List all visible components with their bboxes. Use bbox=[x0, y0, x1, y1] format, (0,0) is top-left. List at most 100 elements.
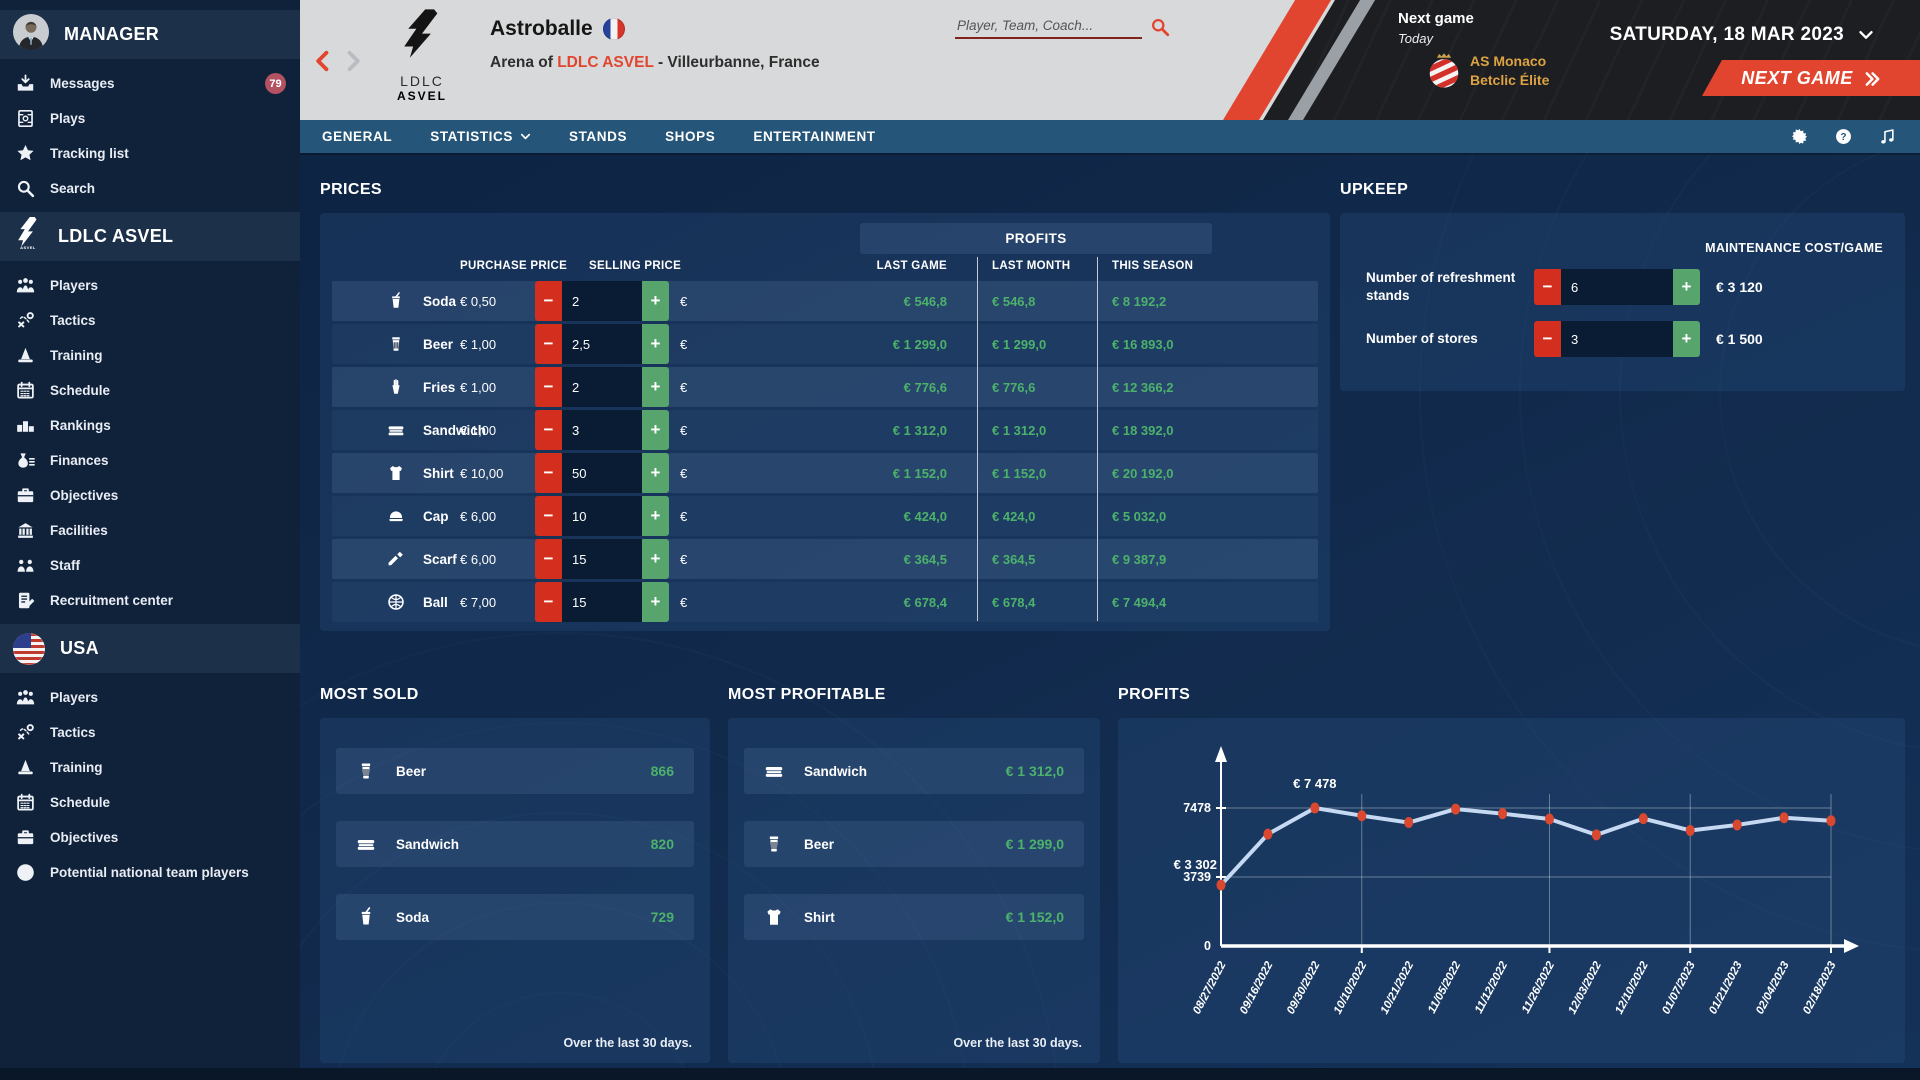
opponent-name[interactable]: AS Monaco bbox=[1470, 53, 1547, 69]
sidebar-item-rankings[interactable]: Rankings bbox=[0, 408, 300, 443]
selling-price-input[interactable]: 2,5 bbox=[562, 324, 642, 364]
svg-text:02/18/2023: 02/18/2023 bbox=[1801, 959, 1839, 1016]
sidebar-item-players[interactable]: Players bbox=[0, 680, 300, 715]
increase-price-button[interactable]: + bbox=[642, 582, 669, 622]
back-button[interactable] bbox=[312, 48, 334, 74]
search-input[interactable] bbox=[955, 14, 1142, 39]
sidebar-item-plays[interactable]: Plays bbox=[0, 101, 300, 136]
decrease-price-button[interactable]: − bbox=[535, 453, 562, 493]
most-sold-footer: Over the last 30 days. bbox=[563, 1036, 692, 1050]
current-date: SATURDAY, 18 MAR 2023 bbox=[1609, 24, 1844, 45]
sidebar-item-label: Objectives bbox=[50, 488, 119, 503]
sidebar-item-finances[interactable]: Finances bbox=[0, 443, 300, 478]
sidebar-item-players[interactable]: Players bbox=[0, 268, 300, 303]
decrease-count-button[interactable]: − bbox=[1534, 269, 1561, 305]
increase-price-button[interactable]: + bbox=[642, 496, 669, 536]
selling-price-input[interactable]: 50 bbox=[562, 453, 642, 493]
increase-price-button[interactable]: + bbox=[642, 281, 669, 321]
sidebar-manager-header[interactable]: MANAGER bbox=[0, 10, 300, 59]
sidebar-item-objectives[interactable]: Objectives bbox=[0, 478, 300, 513]
sidebar-item-tactics[interactable]: Tactics bbox=[0, 715, 300, 750]
sidebar-item-schedule[interactable]: Schedule bbox=[0, 373, 300, 408]
increase-price-button[interactable]: + bbox=[642, 324, 669, 364]
count-input[interactable]: 3 bbox=[1561, 321, 1673, 357]
forward-button[interactable] bbox=[342, 48, 364, 74]
svg-text:12/10/2022: 12/10/2022 bbox=[1613, 959, 1651, 1016]
price-row-soda: Soda € 0,50 −2 + € € 546,8 € 546,8 € 8 192,2 bbox=[332, 281, 1318, 321]
price-row-ball: Ball € 7,00 −15 + € € 678,4 € 678,4 € 7 494,4 bbox=[332, 582, 1318, 622]
increase-count-button[interactable]: + bbox=[1673, 321, 1700, 357]
list-item-beer: Beer € 1 299,0 bbox=[744, 821, 1084, 867]
sidebar-item-messages[interactable]: Messages 79 bbox=[0, 66, 300, 101]
search-icon[interactable] bbox=[1150, 17, 1170, 39]
svg-text:11/26/2022: 11/26/2022 bbox=[1520, 959, 1557, 1015]
profit-last-game: € 678,4 bbox=[903, 594, 947, 610]
sidebar-item-facilities[interactable]: Facilities bbox=[0, 513, 300, 548]
item-value: € 1 152,0 bbox=[1005, 909, 1064, 925]
price-row-sandwich: Sandwich € 1,00 −3 + € € 1 312,0 € 1 312,0 € 18… bbox=[332, 410, 1318, 450]
logo-text-asvel: ASVEL bbox=[396, 89, 447, 103]
list-item-soda: Soda 729 bbox=[336, 894, 694, 940]
selling-price-input[interactable]: 15 bbox=[562, 582, 642, 622]
increase-price-button[interactable]: + bbox=[642, 453, 669, 493]
upkeep-label: Number of refreshment stands bbox=[1366, 270, 1516, 303]
settings-gear-icon[interactable] bbox=[1791, 128, 1808, 146]
sidebar-item-objectives[interactable]: Objectives bbox=[0, 820, 300, 855]
selling-price-input[interactable]: 10 bbox=[562, 496, 642, 536]
selling-price-input[interactable]: 15 bbox=[562, 539, 642, 579]
increase-price-button[interactable]: + bbox=[642, 539, 669, 579]
decrease-price-button[interactable]: − bbox=[535, 367, 562, 407]
upkeep-title: UPKEEP bbox=[1340, 181, 1409, 198]
item-value: 729 bbox=[650, 909, 674, 925]
sidebar-item-training[interactable]: Training bbox=[0, 338, 300, 373]
subtitle-team-link[interactable]: LDLC ASVEL bbox=[557, 54, 654, 71]
tab-shops[interactable]: SHOPS bbox=[665, 129, 715, 144]
count-input[interactable]: 6 bbox=[1561, 269, 1673, 305]
unread-count-badge: 79 bbox=[265, 73, 286, 94]
decrease-price-button[interactable]: − bbox=[535, 582, 562, 622]
currency-symbol: € bbox=[680, 508, 688, 524]
decrease-price-button[interactable]: − bbox=[535, 410, 562, 450]
sidebar-team-header[interactable]: ASVEL LDLC ASVEL bbox=[0, 212, 300, 261]
date-selector[interactable]: SATURDAY, 18 MAR 2023 bbox=[1610, 24, 1874, 46]
purchase-price: € 1,00 bbox=[460, 422, 497, 438]
increase-price-button[interactable]: + bbox=[642, 410, 669, 450]
sidebar-item-tracking-list[interactable]: Tracking list bbox=[0, 136, 300, 171]
tab-entertainment[interactable]: ENTERTAINMENT bbox=[753, 129, 875, 144]
tab-general[interactable]: GENERAL bbox=[322, 129, 392, 144]
selling-price-input[interactable]: 3 bbox=[562, 410, 642, 450]
selling-price-input[interactable]: 2 bbox=[562, 281, 642, 321]
sandwich-icon bbox=[388, 426, 404, 436]
sidebar-item-staff[interactable]: Staff bbox=[0, 548, 300, 583]
increase-count-button[interactable]: + bbox=[1673, 269, 1700, 305]
decrease-price-button[interactable]: − bbox=[535, 281, 562, 321]
sidebar-item-schedule[interactable]: Schedule bbox=[0, 785, 300, 820]
tab-statistics[interactable]: STATISTICS bbox=[430, 129, 531, 144]
sidebar-national-header[interactable]: USA bbox=[0, 624, 300, 673]
selling-price-input[interactable]: 2 bbox=[562, 367, 642, 407]
players-icon bbox=[16, 278, 35, 293]
upkeep-row: Number of refreshment stands −6 + € 3 120 bbox=[1366, 269, 1887, 305]
music-icon[interactable] bbox=[1879, 128, 1896, 146]
subtitle-suffix: - Villeurbanne, France bbox=[657, 54, 820, 71]
help-icon[interactable]: ? bbox=[1835, 128, 1852, 146]
svg-text:02/04/2023: 02/04/2023 bbox=[1754, 959, 1792, 1016]
sidebar-item-training[interactable]: Training bbox=[0, 750, 300, 785]
decrease-count-button[interactable]: − bbox=[1534, 321, 1561, 357]
manager-avatar bbox=[13, 14, 49, 55]
decrease-price-button[interactable]: − bbox=[535, 539, 562, 579]
increase-price-button[interactable]: + bbox=[642, 367, 669, 407]
club-logo: LDLC ASVEL bbox=[384, 5, 460, 103]
decrease-price-button[interactable]: − bbox=[535, 324, 562, 364]
training-icon bbox=[18, 759, 33, 775]
list-item-beer: Beer 866 bbox=[336, 748, 694, 794]
decrease-price-button[interactable]: − bbox=[535, 496, 562, 536]
sidebar-item-tactics[interactable]: Tactics bbox=[0, 303, 300, 338]
sidebar-item-potential-national-team-players[interactable]: Potential national team players bbox=[0, 855, 300, 890]
sidebar-item-search[interactable]: Search bbox=[0, 171, 300, 206]
next-game-button[interactable]: NEXT GAME bbox=[1702, 60, 1920, 96]
prices-panel: PROFITS PURCHASE PRICE SELLING PRICE LAS… bbox=[320, 213, 1330, 631]
tab-stands[interactable]: STANDS bbox=[569, 129, 627, 144]
sidebar-item-recruitment-center[interactable]: Recruitment center bbox=[0, 583, 300, 618]
